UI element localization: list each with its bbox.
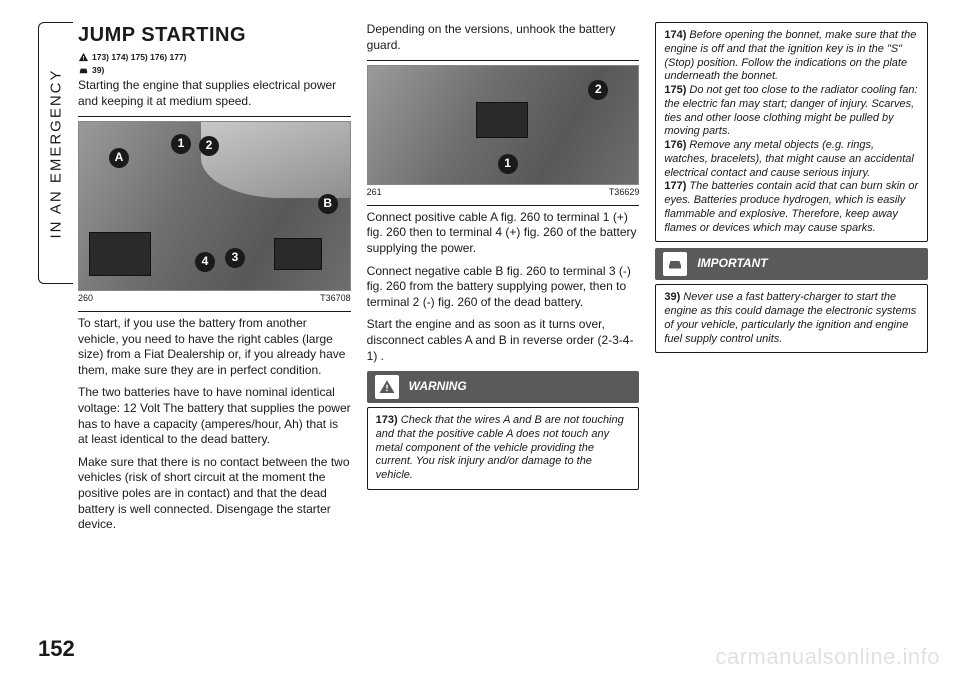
paragraph: To start, if you use the battery from an…	[78, 316, 351, 378]
figure-260-image: A 1 2 B 4 3	[78, 121, 351, 291]
note-174-num: 174)	[664, 29, 686, 41]
paragraph: Connect positive cable A fig. 260 to ter…	[367, 210, 640, 257]
paragraph: Connect negative cable B fig. 260 to ter…	[367, 264, 640, 311]
figure-260-number: 260	[78, 293, 93, 305]
paragraph: Depending on the versions, unhook the ba…	[367, 22, 640, 53]
figure-261-caption: 261 T36629	[367, 187, 640, 199]
column-1: JUMP STARTING 173) 174) 175) 176) 177) 3…	[78, 22, 351, 628]
warning-label: WARNING	[409, 379, 467, 395]
divider	[367, 205, 640, 206]
important-body: 39) Never use a fast battery-charger to …	[655, 284, 928, 353]
figure-261-number: 261	[367, 187, 382, 199]
figure-260-caption: 260 T36708	[78, 293, 351, 305]
warning-callout: WARNING 173) Check that the wires A and …	[367, 371, 640, 490]
warning-triangle-icon	[78, 52, 89, 63]
note-176-num: 176)	[664, 139, 686, 151]
important-body-text: Never use a fast battery-charger to star…	[664, 291, 916, 344]
ref-line-1: 173) 174) 175) 176) 177)	[78, 52, 351, 63]
note-177-text: The batteries contain acid that can burn…	[664, 180, 918, 233]
ref-line-1-text: 173) 174) 175) 176) 177)	[92, 52, 187, 63]
badge-B: B	[318, 194, 338, 214]
paragraph: The two batteries have to have nominal i…	[78, 385, 351, 447]
divider	[78, 311, 351, 312]
note-175-num: 175)	[664, 84, 686, 96]
note-174-text: Before opening the bonnet, make sure tha…	[664, 29, 916, 82]
car-front-icon	[78, 65, 89, 76]
warning-header: WARNING	[367, 371, 640, 403]
manual-page: IN AN EMERGENCY JUMP STARTING 173) 174) …	[0, 0, 960, 678]
important-header: IMPORTANT	[655, 248, 928, 280]
warning-triangle-icon	[375, 375, 399, 399]
note-177-num: 177)	[664, 180, 686, 192]
figure-261-image: 2 1	[367, 65, 640, 185]
safety-notes-box: 174) Before opening the bonnet, make sur…	[655, 22, 928, 242]
page-title: JUMP STARTING	[78, 22, 351, 48]
warning-body: 173) Check that the wires A and B are no…	[367, 407, 640, 490]
note-176-text: Remove any metal objects (e.g. rings, wa…	[664, 139, 913, 179]
car-front-icon	[663, 252, 687, 276]
figure-261-code: T36629	[609, 187, 640, 199]
warning-body-num: 173)	[376, 414, 398, 426]
column-3: 174) Before opening the bonnet, make sur…	[655, 22, 928, 628]
page-number: 152	[38, 636, 75, 662]
important-body-num: 39)	[664, 291, 680, 303]
ref-line-2: 39)	[78, 65, 351, 76]
paragraph: Make sure that there is no contact betwe…	[78, 455, 351, 533]
note-175-text: Do not get too close to the radiator coo…	[664, 84, 917, 137]
important-label: IMPORTANT	[697, 256, 767, 272]
content-columns: JUMP STARTING 173) 174) 175) 176) 177) 3…	[78, 22, 928, 628]
ref-line-2-text: 39)	[92, 65, 104, 76]
figure-261: 2 1 261 T36629	[367, 65, 640, 199]
section-tab-label: IN AN EMERGENCY	[48, 68, 65, 238]
paragraph: Start the engine and as soon as it turns…	[367, 317, 640, 364]
figure-260-code: T36708	[320, 293, 351, 305]
badge-1: 1	[498, 154, 518, 174]
section-tab: IN AN EMERGENCY	[38, 22, 73, 284]
warning-body-text: Check that the wires A and B are not tou…	[376, 414, 624, 481]
divider	[367, 60, 640, 61]
figure-260: A 1 2 B 4 3 260 T36708	[78, 121, 351, 305]
divider	[78, 116, 351, 117]
watermark: carmanualsonline.info	[715, 644, 940, 670]
intro-paragraph: Starting the engine that supplies electr…	[78, 78, 351, 109]
important-callout: IMPORTANT 39) Never use a fast battery-c…	[655, 248, 928, 353]
column-2: Depending on the versions, unhook the ba…	[367, 22, 640, 628]
